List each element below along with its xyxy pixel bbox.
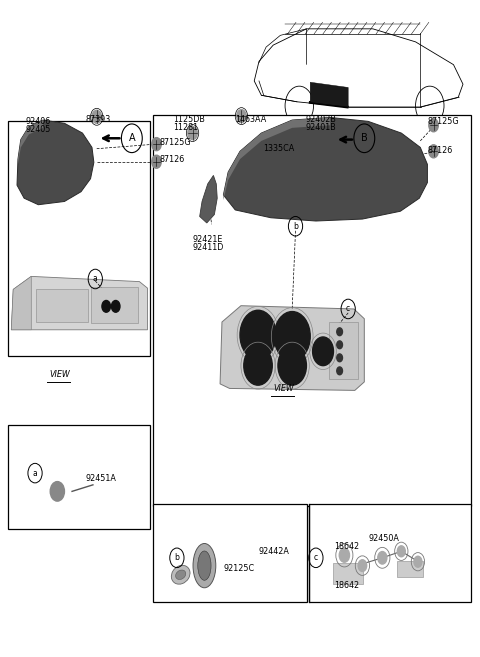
Text: b: b (293, 221, 298, 231)
Circle shape (429, 145, 438, 158)
Text: 11281: 11281 (174, 123, 199, 131)
Text: b: b (174, 553, 180, 562)
Polygon shape (220, 306, 364, 390)
Text: 92401B: 92401B (305, 123, 336, 131)
Ellipse shape (193, 543, 216, 588)
Text: 92411D: 92411D (192, 243, 224, 252)
Polygon shape (310, 82, 348, 107)
Circle shape (337, 367, 343, 374)
Ellipse shape (176, 570, 186, 579)
Polygon shape (12, 277, 31, 330)
Text: 92451A: 92451A (86, 474, 117, 483)
Bar (8, 122, 150, 356)
Text: VIEW: VIEW (273, 384, 294, 393)
Text: B: B (361, 133, 368, 143)
Circle shape (274, 311, 310, 361)
Circle shape (188, 127, 197, 139)
Text: 18642: 18642 (334, 542, 359, 551)
Circle shape (397, 546, 405, 556)
Circle shape (378, 552, 387, 564)
Bar (153, 115, 470, 506)
Circle shape (337, 354, 343, 362)
Circle shape (278, 346, 306, 385)
Text: 92442A: 92442A (259, 547, 290, 556)
Bar (8, 425, 150, 529)
Text: 87125G: 87125G (427, 117, 459, 126)
Bar (333, 563, 363, 584)
Text: 92402B: 92402B (305, 115, 336, 124)
Circle shape (414, 556, 422, 567)
Polygon shape (17, 120, 94, 205)
Bar (36, 290, 88, 322)
Bar (329, 322, 358, 379)
Polygon shape (18, 120, 43, 164)
Text: 87393: 87393 (86, 115, 111, 124)
Circle shape (312, 337, 334, 366)
Text: 87126: 87126 (159, 155, 185, 164)
Text: A: A (129, 133, 135, 143)
Text: 87126: 87126 (427, 145, 453, 154)
Circle shape (92, 110, 101, 124)
Polygon shape (223, 118, 330, 200)
Circle shape (358, 560, 367, 572)
Text: c: c (314, 553, 318, 562)
Text: 92421E: 92421E (192, 235, 223, 244)
Text: c: c (346, 304, 350, 313)
Bar (153, 505, 307, 602)
Ellipse shape (171, 565, 190, 584)
Text: 1335CA: 1335CA (263, 144, 294, 153)
Circle shape (244, 346, 272, 385)
Text: 1463AA: 1463AA (235, 115, 266, 124)
Text: a: a (93, 275, 97, 283)
Text: 92405: 92405 (25, 125, 51, 133)
Ellipse shape (198, 551, 211, 580)
Circle shape (111, 300, 120, 312)
Circle shape (237, 110, 246, 123)
Circle shape (429, 119, 438, 132)
Text: a: a (33, 468, 37, 478)
Text: 92450A: 92450A (368, 533, 399, 543)
Text: 92125C: 92125C (223, 564, 254, 574)
Text: 92406: 92406 (25, 117, 51, 126)
Circle shape (50, 482, 64, 501)
Polygon shape (12, 277, 147, 330)
Circle shape (337, 328, 343, 336)
Circle shape (240, 310, 276, 360)
Circle shape (152, 155, 161, 168)
Circle shape (337, 341, 343, 349)
Bar (396, 561, 423, 578)
Polygon shape (200, 175, 217, 223)
Text: 18642: 18642 (334, 581, 359, 590)
Text: 1125DB: 1125DB (174, 115, 205, 124)
Circle shape (152, 137, 161, 150)
Circle shape (339, 548, 349, 562)
Bar (309, 505, 470, 602)
Text: VIEW: VIEW (49, 370, 70, 378)
Bar (91, 288, 138, 323)
Text: 87125G: 87125G (159, 138, 191, 147)
Circle shape (102, 300, 110, 312)
Polygon shape (223, 118, 427, 221)
